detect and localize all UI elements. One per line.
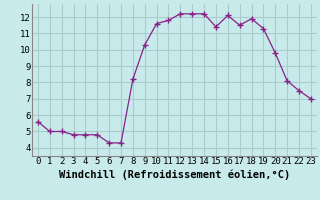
X-axis label: Windchill (Refroidissement éolien,°C): Windchill (Refroidissement éolien,°C) (59, 169, 290, 180)
